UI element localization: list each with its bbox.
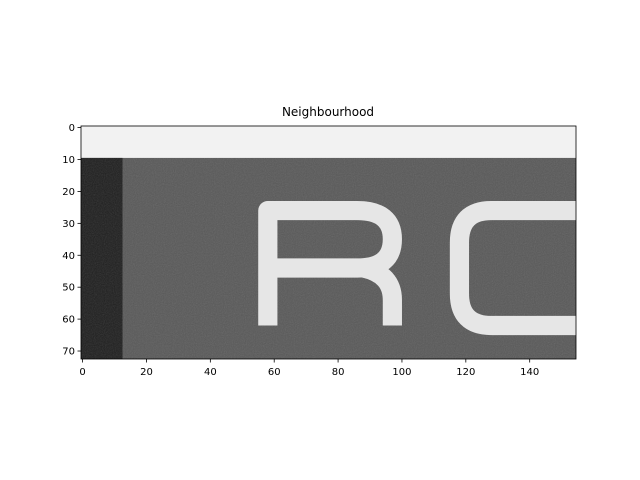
y-tick-label: 0 bbox=[69, 123, 75, 134]
y-tick-label: 40 bbox=[62, 251, 75, 262]
y-axis: 0 10 20 30 40 50 60 70 bbox=[62, 123, 81, 358]
x-tick-label: 120 bbox=[456, 367, 475, 378]
plot-frame bbox=[80, 125, 577, 360]
x-tick-label: 20 bbox=[140, 367, 153, 378]
top-band bbox=[81, 126, 576, 158]
y-tick-label: 70 bbox=[62, 347, 75, 358]
letter-c-stroke bbox=[449, 200, 576, 336]
y-tick-label: 20 bbox=[62, 187, 75, 198]
y-tick-label: 10 bbox=[62, 155, 75, 166]
chart-title: Neighbourhood bbox=[282, 105, 374, 119]
y-tick-label: 50 bbox=[62, 283, 75, 294]
x-tick-label: 140 bbox=[520, 367, 539, 378]
x-axis: 0 20 40 60 80 100 120 140 bbox=[79, 359, 539, 378]
letter-r-stroke bbox=[258, 200, 402, 326]
x-tick-label: 60 bbox=[268, 367, 281, 378]
y-tick-label: 30 bbox=[62, 219, 75, 230]
x-tick-label: 40 bbox=[204, 367, 217, 378]
x-tick-label: 100 bbox=[392, 367, 411, 378]
x-tick-label: 80 bbox=[332, 367, 345, 378]
x-tick-label: 0 bbox=[79, 367, 85, 378]
letter-r bbox=[258, 200, 576, 336]
y-tick-label: 60 bbox=[62, 315, 75, 326]
heatmap-image bbox=[81, 126, 576, 359]
